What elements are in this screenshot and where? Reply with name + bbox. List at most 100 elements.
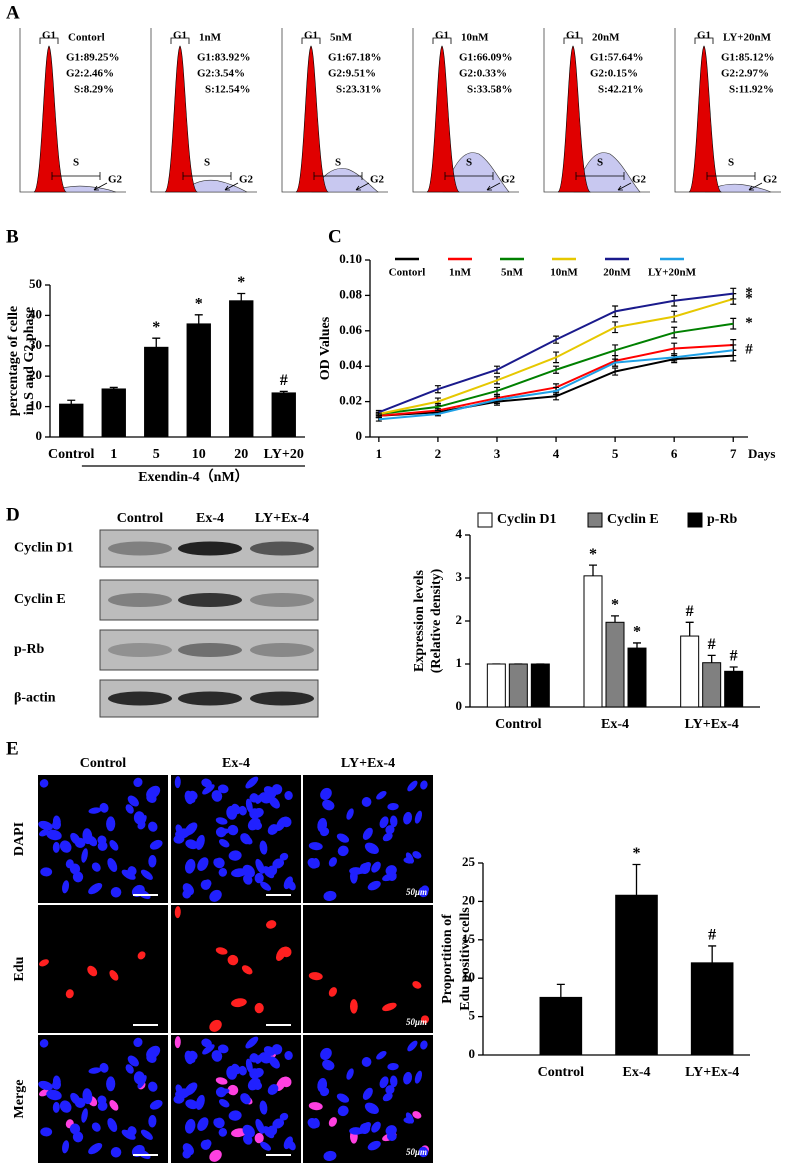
- x-tick-label: 4: [553, 446, 560, 461]
- bar: [530, 663, 550, 708]
- gate-label: S: [728, 157, 734, 169]
- significance-marker: *: [237, 274, 245, 291]
- g2-percent: G2:0.15%: [590, 68, 638, 80]
- nucleus: [91, 1122, 101, 1132]
- x-tick-label: Ex-4: [623, 1065, 651, 1080]
- nucleus: [148, 1081, 158, 1092]
- nucleus: [65, 989, 74, 999]
- nucleus: [255, 858, 265, 874]
- g1-peak: [557, 45, 592, 193]
- nucleus: [133, 777, 143, 787]
- g1-peak: [33, 45, 68, 193]
- error-bar: [632, 863, 641, 896]
- nucleus: [215, 1077, 228, 1085]
- g2-arrow: [486, 182, 501, 191]
- nucleus: [148, 1114, 157, 1128]
- nucleus: [403, 1071, 413, 1085]
- nucleus: [362, 827, 373, 840]
- g1-peak: [164, 45, 199, 193]
- nucleus: [218, 867, 228, 877]
- micrograph-bg: [303, 905, 433, 1033]
- nucleus: [109, 840, 119, 851]
- nucleus: [218, 838, 230, 848]
- x-tick-label: 2: [435, 446, 442, 461]
- nucleus: [148, 821, 158, 832]
- micrograph-row-label: Merge: [12, 1080, 27, 1119]
- y-tick-label: 3: [456, 569, 463, 584]
- g1-gate: [432, 37, 452, 44]
- nucleus: [320, 787, 332, 801]
- nucleus: [215, 817, 228, 825]
- nucleus: [231, 998, 247, 1008]
- nucleus: [146, 1053, 157, 1063]
- nucleus: [385, 865, 397, 876]
- nucleus: [227, 1084, 239, 1096]
- nucleus: [259, 840, 268, 855]
- blot-row-label: p-Rb: [14, 642, 45, 657]
- y-tick-label: 0.04: [339, 357, 362, 372]
- error-bar: [633, 642, 641, 649]
- g1-peak: [426, 45, 461, 193]
- nucleus: [218, 1098, 230, 1108]
- nucleus: [349, 999, 358, 1014]
- panel-letter: E: [6, 738, 19, 759]
- nucleus: [382, 1092, 393, 1102]
- nucleus: [287, 1140, 296, 1151]
- x-tick-label: 10: [192, 447, 206, 462]
- nucleus: [349, 1127, 364, 1135]
- nucleus: [121, 869, 136, 880]
- bar: [724, 670, 744, 708]
- nucleus: [240, 833, 251, 845]
- nucleus: [70, 832, 81, 845]
- nucleus: [379, 1076, 389, 1089]
- nucleus: [175, 824, 183, 835]
- nucleus: [195, 1094, 205, 1110]
- nucleus: [420, 1015, 430, 1024]
- gate-label: G1: [435, 30, 449, 42]
- histogram: G1 10nM G1:66.09% G2:0.33% S:33.58% S G2: [412, 28, 519, 193]
- nucleus: [40, 867, 53, 877]
- s-gate: [313, 172, 363, 180]
- nucleus: [97, 841, 108, 851]
- bar: [186, 323, 211, 438]
- x-tick-label: 5: [153, 447, 160, 462]
- y-tick-label: 30: [29, 337, 42, 352]
- gate-label: G1: [566, 30, 580, 42]
- blot-band: [178, 593, 242, 607]
- nucleus: [420, 1040, 428, 1050]
- nucleus: [46, 829, 62, 841]
- nucleus: [127, 866, 137, 876]
- significance-marker: #: [745, 342, 753, 358]
- nucleus: [228, 850, 242, 861]
- nucleus: [414, 810, 423, 824]
- nucleus: [280, 1076, 292, 1088]
- nucleus: [320, 1087, 330, 1097]
- g1-percent: G1:89.25%: [66, 52, 119, 64]
- gate-label: G1: [304, 30, 318, 42]
- nucleus: [245, 798, 253, 813]
- nucleus: [412, 981, 422, 989]
- g1-gate: [39, 37, 59, 44]
- nucleus: [243, 1134, 253, 1145]
- blot-column-label: Ex-4: [196, 511, 224, 526]
- nucleus: [211, 790, 223, 802]
- nucleus: [140, 869, 153, 880]
- nucleus: [407, 1040, 418, 1052]
- y-axis-label: percentage of celle: [6, 306, 21, 416]
- nucleus: [387, 802, 399, 811]
- nucleus: [280, 816, 292, 828]
- nucleus: [382, 1002, 397, 1012]
- legend-label: 20nM: [603, 267, 631, 279]
- nucleus: [255, 1118, 265, 1134]
- significance-marker: #: [708, 927, 716, 944]
- significance-marker: #: [686, 603, 694, 620]
- significance-marker: *: [745, 285, 753, 301]
- nucleus: [254, 872, 264, 884]
- blot-band: [250, 691, 314, 706]
- nucleus: [367, 1140, 381, 1151]
- histogram: G1 Contorl G1:89.25% G2:2.46% S:8.29% S G2: [19, 28, 126, 193]
- gate-label: G1: [42, 30, 56, 42]
- blot-row-label: Cyclin D1: [14, 541, 74, 556]
- histogram-label: 1nM: [199, 32, 222, 44]
- nucleus: [268, 1056, 280, 1069]
